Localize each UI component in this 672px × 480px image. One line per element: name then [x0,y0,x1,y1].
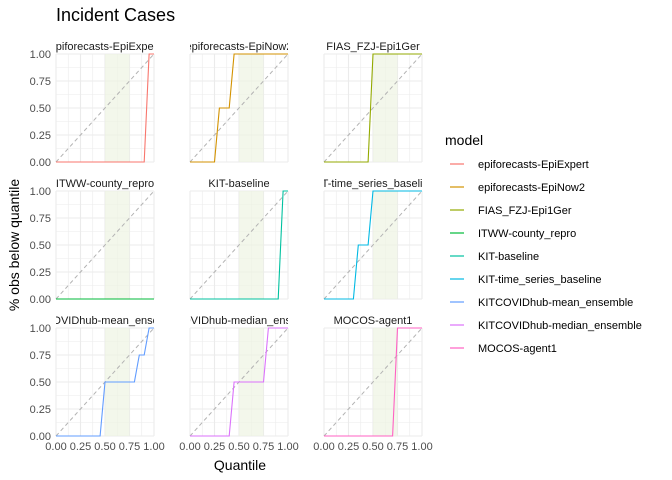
legend-label: KIT-time_series_baseline [478,274,602,286]
y-tick-label: 0.25 [30,404,51,416]
series-line [324,53,422,163]
x-tick-label: 0.50 [94,441,115,453]
shaded-band [373,54,398,162]
y-tick-label: 1.00 [30,186,51,198]
series-line [190,190,288,300]
legend-item: epiforecasts-EpiNow2 [450,182,585,194]
legend-label: FIAS_FZJ-Epi1Ger [478,205,572,217]
y-tick-label: 0.00 [30,431,51,443]
chart-title: Incident Cases [56,5,175,25]
shaded-band [373,191,398,299]
x-tick-label: 0.25 [338,441,359,453]
y-tick-label: 0.00 [30,157,51,169]
series-line [190,327,288,437]
legend: model epiforecasts-EpiExpert epiforecasts… [445,132,642,355]
facet-panel: FIAS_FZJ-Epi1Ger [323,41,423,163]
facet-strip-label: KITCOVIDhub-mean_ensemble [27,315,182,327]
diagonal-reference-line [189,190,289,300]
y-tick-label: 0.00 [30,294,51,306]
x-tick-label: 0.50 [362,441,383,453]
legend-item: epiforecasts-EpiExpert [450,159,589,171]
legend-label: epiforecasts-EpiExpert [478,159,589,171]
diagonal-reference-line [55,53,155,163]
series-line [324,190,422,300]
diagonal-reference-line [323,190,423,300]
shaded-band [105,54,130,162]
facet-strip-label: ITWW-county_repro [56,178,154,190]
y-tick-label: 1.00 [30,323,51,335]
x-tick-label: 1.00 [277,441,298,453]
y-tick-label: 1.00 [30,49,51,61]
legend-label: MOCOS-agent1 [478,343,557,355]
facet-strip-label: KIT-baseline [208,178,269,190]
facet-panel: epiforecasts-EpiNow2 [186,41,293,163]
y-tick-label: 0.75 [30,76,51,88]
x-tick-label: 0.25 [70,441,91,453]
legend-label: KITCOVIDhub-mean_ensemble [478,297,633,309]
y-tick-label: 0.50 [30,377,51,389]
diagonal-reference-line [323,327,423,437]
diagonal-reference-line [55,190,155,300]
facet-panel: KIT-baseline [189,178,289,300]
x-tick-label: 0.75 [253,441,274,453]
facet-panel: MOCOS-agent1 0.00 0.25 0.50 0.75 1.00 [313,315,432,453]
shaded-band [239,191,264,299]
y-tick-label: 0.50 [30,240,51,252]
y-tick-label: 0.75 [30,350,51,362]
legend-item: KIT-baseline [450,251,539,263]
x-tick-label: 0.50 [228,441,249,453]
legend-item: KITCOVIDhub-median_ensemble [450,320,642,332]
x-tick-label: 1.00 [143,441,164,453]
legend-item: KIT-time_series_baseline [450,274,602,286]
facet-panel: KITCOVIDhub-median_ensemble 0.00 0.25 0.50 0… [157,315,321,453]
legend-label: KITCOVIDhub-median_ensemble [478,320,642,332]
y-tick-label: 0.75 [30,213,51,225]
y-axis-title: % obs below quantile [6,179,22,312]
x-tick-label: 0.00 [313,441,334,453]
shaded-band [105,191,130,299]
legend-item: FIAS_FZJ-Epi1Ger [450,205,572,217]
facet-strip-label: FIAS_FZJ-Epi1Ger [326,41,420,53]
series-line [56,327,154,437]
diagonal-reference-line [189,53,289,163]
diagonal-reference-line [323,53,423,163]
x-tick-label: 0.25 [204,441,225,453]
facet-panel: KIT-time_series_baseline [311,178,435,300]
facet-strip-label: MOCOS-agent1 [334,315,413,327]
x-tick-label: 0.75 [119,441,140,453]
facet-strip-label: KITCOVIDhub-median_ensemble [157,315,321,327]
x-tick-label: 0.00 [45,441,66,453]
x-tick-label: 1.00 [411,441,432,453]
x-tick-label: 0.75 [387,441,408,453]
legend-label: epiforecasts-EpiNow2 [478,182,585,194]
facet-panel: ITWW-county_repro 0.00 0.25 0.50 0.75 1.00 [30,178,155,306]
x-tick-label: 0.00 [179,441,200,453]
facet-panels: epiforecasts-EpiExpert0.000.250.500.751.… [27,41,435,453]
facet-strip-label: KIT-time_series_baseline [311,178,435,190]
y-tick-label: 0.25 [30,267,51,279]
legend-item: MOCOS-agent1 [450,343,557,355]
shaded-band [239,54,264,162]
legend-title: model [445,132,483,148]
x-axis-title: Quantile [214,457,266,473]
legend-item: KITCOVIDhub-mean_ensemble [450,297,633,309]
series-line [56,53,154,163]
facet-strip-label: epiforecasts-EpiNow2 [186,41,293,53]
legend-label: ITWW-county_repro [478,228,576,240]
y-tick-label: 0.25 [30,130,51,142]
legend-label: KIT-baseline [478,251,539,263]
legend-item: ITWW-county_repro [450,228,576,240]
series-line [190,53,288,163]
facet-panel: KITCOVIDhub-mean_ensemble0.000.250.500.7… [27,315,182,453]
y-tick-label: 0.50 [30,103,51,115]
series-line [324,327,422,437]
facet-strip-label: epiforecasts-EpiExpert [50,41,161,53]
facet-panel: epiforecasts-EpiExpert 0.00 0.25 0.50 0.75 1.… [30,41,161,169]
